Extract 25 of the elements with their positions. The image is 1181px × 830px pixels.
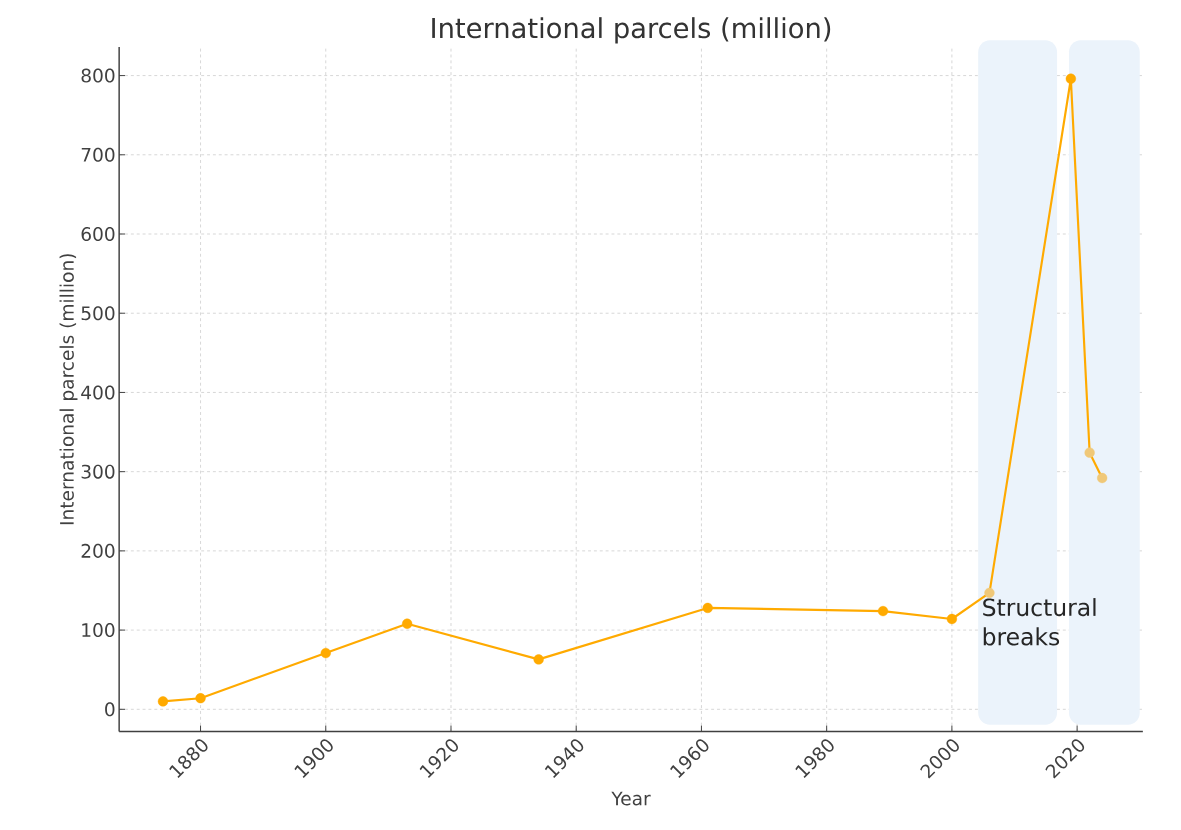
point <box>320 648 331 659</box>
point <box>402 618 413 630</box>
point <box>1065 73 1076 85</box>
y-tick-label: 200 <box>81 544 115 559</box>
y-tick-label: 800 <box>81 68 115 83</box>
point <box>1084 447 1095 458</box>
y-tick-label: 300 <box>81 464 115 479</box>
y-tick-label: 0 <box>105 702 115 717</box>
y-tick-label: 600 <box>81 227 115 242</box>
point <box>984 587 995 599</box>
point <box>195 693 206 704</box>
point <box>702 603 713 614</box>
band-label: Structural breaks <box>983 598 1096 646</box>
point <box>533 654 544 665</box>
y-tick-label: 500 <box>81 306 115 321</box>
point <box>1097 473 1108 484</box>
chart-title: International parcels (million) <box>432 17 831 44</box>
y-tick-label: 400 <box>81 385 115 400</box>
point <box>946 614 957 625</box>
y-axis-title: International parcels (million) <box>59 254 78 525</box>
x-axis-title: Year <box>611 791 651 806</box>
y-tick-label: 700 <box>81 148 115 163</box>
y-tick-label: 100 <box>82 623 115 638</box>
point <box>157 696 169 707</box>
point <box>877 606 889 617</box>
